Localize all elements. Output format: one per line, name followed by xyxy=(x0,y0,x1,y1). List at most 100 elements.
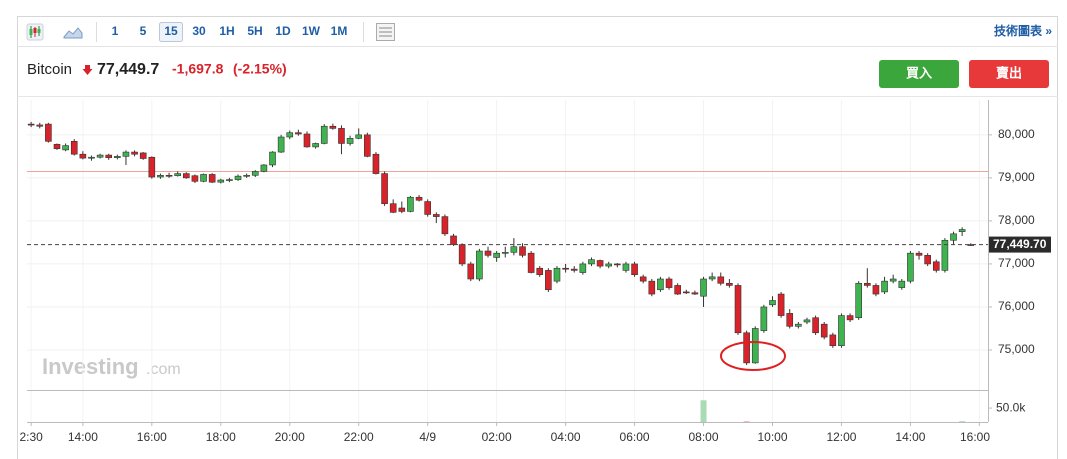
candle-body xyxy=(62,145,69,151)
candle-body xyxy=(950,233,957,241)
candle-body xyxy=(45,123,52,142)
candle-body xyxy=(682,291,690,294)
candle-body xyxy=(183,173,190,179)
x-tick-label: 04:00 xyxy=(551,430,581,444)
candle-body xyxy=(269,151,276,166)
candle-body xyxy=(596,260,604,267)
down-arrow xyxy=(82,65,93,75)
x-tick-label: 14:00 xyxy=(895,430,925,444)
buy-label[interactable]: 買入 xyxy=(906,65,932,80)
interval-button[interactable]: 1 xyxy=(112,24,119,38)
y-tick-label: 77,000 xyxy=(998,256,1035,270)
candle-body xyxy=(277,136,285,153)
candle-body xyxy=(338,128,345,144)
candle-body xyxy=(795,323,802,327)
x-tick-label: 12:00 xyxy=(826,430,856,444)
x-tick-label: 02:00 xyxy=(482,430,512,444)
icon-body xyxy=(29,29,33,35)
candle-body xyxy=(820,323,828,338)
candle-body xyxy=(467,263,475,280)
candle-body xyxy=(88,156,95,159)
candle-body xyxy=(398,207,406,212)
widget-frame xyxy=(17,16,1058,459)
candle-body xyxy=(243,174,250,177)
candle-body xyxy=(700,278,707,297)
y-tick-label: 78,000 xyxy=(998,213,1035,227)
candle-body xyxy=(312,143,319,148)
candle-body xyxy=(260,164,268,172)
volume-bar xyxy=(743,421,750,422)
candle-icon[interactable] xyxy=(26,23,44,41)
candle-body xyxy=(70,141,78,155)
interval-button[interactable]: 30 xyxy=(192,24,206,38)
interval-button[interactable]: 5H xyxy=(247,24,262,38)
candle-body xyxy=(234,175,242,180)
candle-body xyxy=(432,214,440,217)
candle-body xyxy=(838,315,845,346)
sell-label[interactable]: 賣出 xyxy=(996,65,1022,80)
candle-body xyxy=(286,132,294,138)
instrument-name: Bitcoin xyxy=(27,61,72,78)
candle-body xyxy=(717,276,725,284)
table-icon[interactable] xyxy=(376,23,395,41)
watermark-brand: Investing xyxy=(42,354,139,379)
volume-bar xyxy=(959,421,966,422)
area-icon[interactable] xyxy=(63,27,83,39)
interval-button[interactable]: 1W xyxy=(302,24,321,38)
x-tick-label: 06:00 xyxy=(620,430,650,444)
candle-body xyxy=(122,151,130,157)
candle-body xyxy=(36,124,44,127)
candle-body xyxy=(855,282,862,319)
candle-body xyxy=(493,252,500,258)
candle-body xyxy=(846,315,854,321)
candle-body xyxy=(708,276,716,280)
candle-body xyxy=(131,151,138,155)
y-tick-label: 75,000 xyxy=(998,342,1035,356)
candle-body xyxy=(320,125,328,144)
candle-body xyxy=(588,259,595,265)
candle-body xyxy=(958,229,966,232)
candle-body xyxy=(226,179,233,181)
last-price-tag xyxy=(989,236,1051,253)
candle-body xyxy=(501,252,509,254)
candle-body xyxy=(157,174,164,178)
technical-chart-link[interactable]: 技術圖表 » xyxy=(994,23,1052,38)
buy-button[interactable] xyxy=(879,60,959,88)
interval-button[interactable]: 5 xyxy=(140,24,147,38)
candle-body xyxy=(579,263,587,273)
candle-body xyxy=(364,134,371,157)
candle-body xyxy=(191,175,199,182)
highlight-ellipse xyxy=(720,341,786,371)
x-tick-label: 16:00 xyxy=(960,430,990,444)
x-tick-label: 4/9 xyxy=(419,430,436,444)
y-tick-label: 80,000 xyxy=(998,127,1035,141)
interval-button[interactable]: 1M xyxy=(331,24,348,38)
x-tick-label: 18:00 xyxy=(206,430,236,444)
x-tick-label: 10:00 xyxy=(757,430,787,444)
candle-body xyxy=(329,125,337,129)
candle-body xyxy=(295,132,302,135)
active-interval-box xyxy=(159,22,183,42)
candle-body xyxy=(381,173,388,204)
interval-button[interactable]: 1D xyxy=(275,24,291,38)
candle-body xyxy=(751,328,759,364)
candle-body xyxy=(932,261,940,271)
y-tick-label: 79,000 xyxy=(998,170,1035,184)
x-tick-label: 2:30 xyxy=(19,430,43,444)
candle-body xyxy=(769,300,776,306)
candle-body xyxy=(484,250,492,256)
candle-body xyxy=(691,292,699,295)
sell-button[interactable] xyxy=(969,60,1049,88)
interval-button[interactable]: 15 xyxy=(164,24,178,38)
candle-body xyxy=(812,317,819,334)
candle-body xyxy=(924,255,931,265)
candle-body xyxy=(303,133,311,148)
candle-body xyxy=(941,239,949,271)
candle-body xyxy=(527,252,535,273)
candle-body xyxy=(114,156,121,158)
candle-body xyxy=(665,278,673,288)
interval-button[interactable]: 1H xyxy=(219,24,234,38)
volume-y-tick-label: 50.0k xyxy=(996,400,1026,414)
candle-body xyxy=(829,334,837,346)
candle-body xyxy=(105,154,113,158)
